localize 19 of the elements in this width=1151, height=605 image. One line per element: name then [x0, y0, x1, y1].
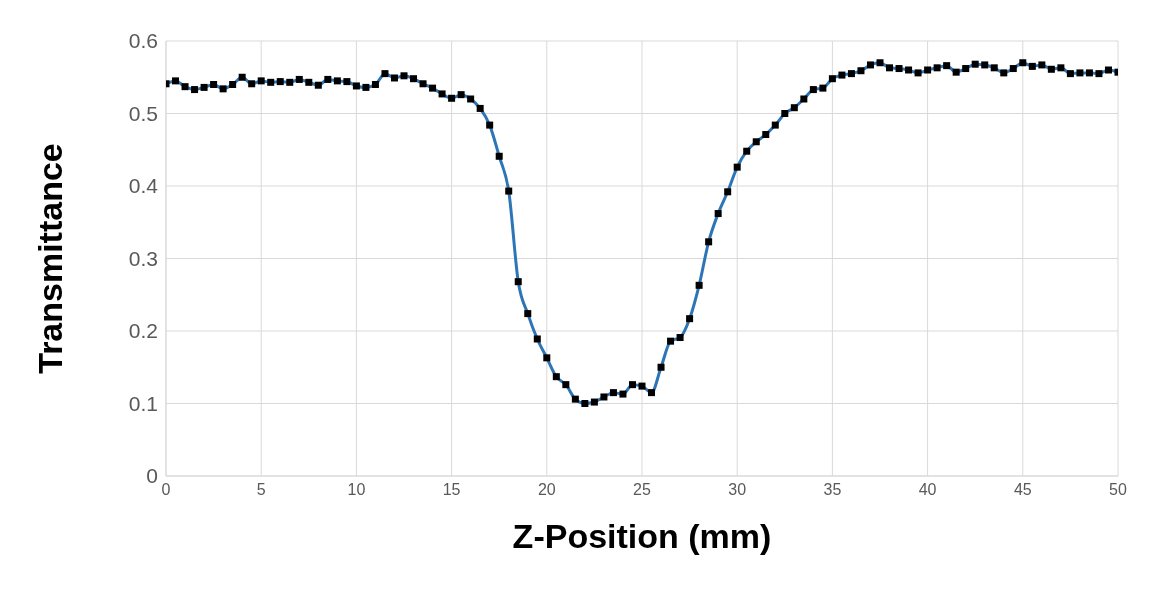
x-tick-label: 45	[1013, 481, 1032, 499]
x-tick-label: 0	[161, 481, 171, 499]
y-tick-label: 0.5	[128, 101, 158, 125]
x-axis-title: Z-Position (mm)	[512, 517, 772, 556]
x-tick-label: 10	[347, 481, 366, 499]
x-tick-label: 40	[918, 481, 937, 499]
x-tick-label: 25	[633, 481, 651, 499]
x-tick-label: 35	[823, 481, 842, 499]
x-tick-label: 30	[728, 481, 747, 499]
x-tick-label: 20	[537, 481, 556, 499]
y-axis-title: Transmittance	[31, 143, 70, 374]
x-tick-label: 50	[1109, 481, 1127, 499]
y-tick-label: 0.1	[128, 391, 158, 415]
y-tick-label: 0.3	[128, 246, 158, 270]
y-tick-label: 0.6	[128, 29, 158, 53]
x-tick-label: 15	[442, 481, 461, 499]
y-tick-label: 0.2	[128, 319, 158, 343]
y-tick-label: 0.4	[128, 174, 159, 198]
x-tick-label: 5	[256, 481, 266, 499]
